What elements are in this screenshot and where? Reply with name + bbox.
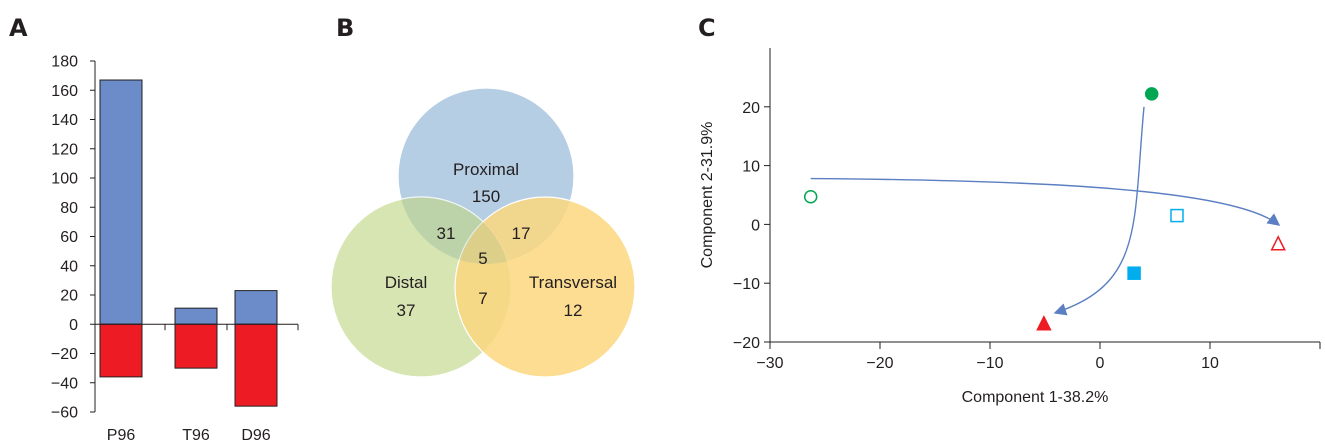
bar-d96-negative <box>234 323 278 407</box>
venn-count-all: 5 <box>478 249 487 268</box>
panel-c: C −20 −10 0 10 20 −30 −20 −10 0 10 Component 1-38.… <box>650 0 1325 445</box>
y-axis-title: Component 2-31.9% <box>699 122 716 269</box>
x-tick-label: −30 <box>756 355 783 372</box>
venn-count-distal-transversal: 7 <box>478 289 487 308</box>
y-tick-label: 0 <box>69 317 78 334</box>
y-tick-label: 10 <box>742 159 760 176</box>
venn-overlap-shade <box>398 197 511 264</box>
y-tick-label: 100 <box>51 171 78 188</box>
y-tick-label: 60 <box>60 229 78 246</box>
y-tick-label: 40 <box>60 258 78 275</box>
x-category-label: T96 <box>182 427 210 444</box>
y-tick-label: −20 <box>51 346 78 363</box>
venn-count-transversal-only: 12 <box>564 301 583 320</box>
x-category-label: P96 <box>107 427 136 444</box>
venn-label-transversal: Transversal <box>529 273 617 292</box>
x-category-label: D96 <box>241 427 270 444</box>
bar-t96-negative <box>174 323 218 369</box>
y-tick-label: 20 <box>742 100 760 117</box>
panel-c-letter: C <box>698 14 716 42</box>
y-tick-label: 80 <box>60 200 78 217</box>
venn-count-proximal-only: 150 <box>472 187 500 206</box>
y-tick-label: 140 <box>51 112 78 129</box>
trajectory-arrow <box>810 177 1281 226</box>
x-tick-label: −10 <box>976 355 1003 372</box>
venn-diagram: Proximal 150 Distal 37 Transversal 12 31 17 5 7 <box>330 87 636 378</box>
panel-b-letter: B <box>336 14 355 42</box>
y-tick-label: 0 <box>751 217 760 234</box>
venn-circle-transversal <box>454 196 636 378</box>
point-triangle-open <box>1270 235 1286 251</box>
panel-a: A −60 −40 −20 0 20 40 60 80 100 120 140 160 180 P96 T9… <box>0 0 310 445</box>
y-tick-label: 20 <box>60 288 78 305</box>
bar-t96-positive <box>174 307 218 325</box>
panel-b: B Proximal 150 Distal 37 Transversal 12 31 17 5 7 <box>310 0 650 445</box>
panel-a-letter: A <box>9 14 28 42</box>
venn-count-distal-only: 37 <box>397 301 416 320</box>
bar-p96-negative <box>99 323 143 378</box>
y-tick-label: 160 <box>51 83 78 100</box>
y-tick-label: −40 <box>51 375 78 392</box>
bar-chart: −60 −40 −20 0 20 40 60 80 100 120 140 160 180 P96 T96 D… <box>51 54 299 444</box>
point-circle-open <box>803 190 818 204</box>
y-tick-label: −60 <box>51 405 78 422</box>
x-tick-label: −20 <box>866 355 893 372</box>
point-triangle-filled <box>1036 315 1052 331</box>
venn-label-distal: Distal <box>385 273 428 292</box>
x-tick-label: 10 <box>1201 355 1219 372</box>
point-square-filled <box>1127 266 1141 280</box>
y-tick-label: 180 <box>51 54 78 71</box>
y-tick-label: −20 <box>733 335 760 352</box>
venn-count-proximal-distal: 31 <box>437 224 456 243</box>
point-square-open <box>1170 208 1184 223</box>
venn-label-proximal: Proximal <box>453 160 519 179</box>
trajectory-arrow <box>1053 106 1145 316</box>
x-axis-title: Component 1-38.2% <box>962 389 1109 406</box>
bar-d96-positive <box>234 290 278 325</box>
y-tick-label: −10 <box>733 276 760 293</box>
y-tick-label: 120 <box>51 141 78 158</box>
scatter-chart: −20 −10 0 10 20 −30 −20 −10 0 10 Component 1-38.2%… <box>699 48 1321 406</box>
x-tick-label: 0 <box>1096 355 1105 372</box>
bar-p96-positive <box>99 79 143 325</box>
venn-count-proximal-transversal: 17 <box>512 224 531 243</box>
point-circle-filled <box>1144 87 1159 101</box>
